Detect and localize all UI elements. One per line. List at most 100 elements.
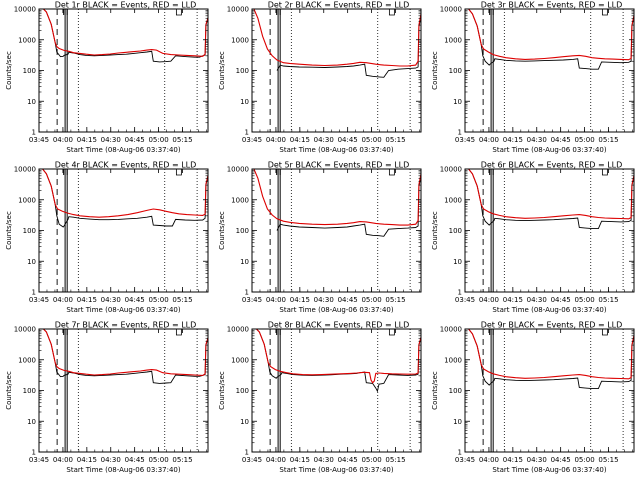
- y-tick-label: 10: [27, 418, 36, 426]
- x-tick-label: 05:15: [385, 136, 405, 144]
- top-bracket-mark: [601, 9, 608, 16]
- y-tick-label: 10: [453, 258, 462, 266]
- x-tick-label: 05:00: [148, 296, 168, 304]
- x-tick-label: 04:45: [125, 136, 145, 144]
- x-tick-label: 05:00: [574, 136, 594, 144]
- events-series-line: [42, 9, 208, 63]
- y-tick-label: 10: [240, 258, 249, 266]
- top-bracket-mark: [175, 9, 182, 16]
- x-tick-label: 04:45: [551, 456, 571, 464]
- x-tick-label: 04:30: [314, 136, 334, 144]
- x-axis-label: Start Time (08-Aug-06 03:37:40): [492, 306, 606, 314]
- x-tick-label: 03:45: [242, 456, 262, 464]
- chart-panel-5: 1 10 100 1000 10000 03:45 04:00 04:15 04:30 04:45…: [218, 161, 422, 314]
- events-series-line: [276, 175, 421, 237]
- y-tick-label: 100: [236, 67, 249, 75]
- x-tick-label: 03:45: [29, 296, 49, 304]
- plot-area: [42, 329, 208, 452]
- x-tick-label: 04:00: [266, 296, 286, 304]
- y-tick-label: 10000: [440, 166, 462, 174]
- x-axis-label: Start Time (08-Aug-06 03:37:40): [66, 466, 180, 474]
- y-tick-label: 10000: [440, 326, 462, 334]
- x-tick-label: 03:45: [242, 136, 262, 144]
- y-tick-label: 1000: [231, 36, 249, 44]
- y-tick-label: 1000: [18, 36, 36, 44]
- y-tick-label: 1: [32, 289, 36, 297]
- y-tick-label: 10000: [14, 6, 36, 14]
- y-tick-label: 1000: [444, 356, 462, 364]
- y-tick-label: 1: [32, 129, 36, 137]
- y-tick-label: 10000: [227, 166, 249, 174]
- y-tick-label: 100: [23, 67, 36, 75]
- y-tick-label: 100: [449, 387, 462, 395]
- y-tick-label: 1: [245, 129, 249, 137]
- plot-area: [467, 329, 634, 452]
- y-axis-label: Counts/sec: [5, 371, 13, 410]
- x-tick-label: 05:15: [172, 136, 192, 144]
- axes-frame: [464, 8, 635, 133]
- x-tick-label: 04:00: [53, 136, 73, 144]
- events-series-line: [42, 329, 208, 384]
- chart-panel-2: 1 10 100 1000 10000 03:45 04:00 04:15 04:30 04:45…: [218, 1, 422, 154]
- x-axis-label: Start Time (08-Aug-06 03:37:40): [492, 466, 606, 474]
- top-bracket-mark: [601, 169, 608, 176]
- x-tick-label: 03:45: [29, 136, 49, 144]
- x-tick-label: 04:45: [125, 296, 145, 304]
- y-tick-label: 100: [236, 387, 249, 395]
- lld-series-line: [253, 9, 421, 67]
- y-axis-label: Counts/sec: [218, 51, 226, 90]
- x-tick-label: 04:15: [77, 136, 97, 144]
- x-tick-label: 04:45: [338, 296, 358, 304]
- y-tick-label: 10: [453, 418, 462, 426]
- chart-title: Det 1r BLACK = Events, RED = LLD: [55, 1, 197, 10]
- x-tick-label: 04:30: [101, 136, 121, 144]
- x-tick-label: 04:00: [53, 456, 73, 464]
- x-tick-label: 04:30: [527, 136, 547, 144]
- x-tick-label: 05:00: [148, 456, 168, 464]
- y-tick-label: 10000: [440, 6, 462, 14]
- y-axis-label: Counts/sec: [218, 211, 226, 250]
- chart-title: Det 8r BLACK = Events, RED = LLD: [268, 321, 410, 330]
- x-tick-label: 04:00: [479, 136, 499, 144]
- lld-series-line: [467, 329, 634, 380]
- x-tick-label: 05:15: [385, 456, 405, 464]
- chart-title: Det 2r BLACK = Events, RED = LLD: [268, 1, 410, 10]
- x-axis-label: Start Time (08-Aug-06 03:37:40): [279, 146, 393, 154]
- y-axis-label: Counts/sec: [5, 51, 13, 90]
- y-tick-label: 100: [449, 227, 462, 235]
- chart-panel-3: 1 10 100 1000 10000 03:45 04:00 04:15 04:30 04:45…: [431, 1, 635, 154]
- lld-series-line: [467, 9, 634, 61]
- y-tick-label: 10000: [227, 326, 249, 334]
- x-tick-label: 04:15: [503, 456, 523, 464]
- chart-panel-1: 1 10 100 1000 10000 03:45 04:00 04:15 04:30 04:45…: [5, 1, 209, 154]
- lld-series-line: [42, 9, 208, 57]
- x-tick-label: 04:00: [479, 456, 499, 464]
- x-tick-label: 04:45: [338, 136, 358, 144]
- chart-title: Det 7r BLACK = Events, RED = LLD: [55, 321, 197, 330]
- x-tick-label: 03:45: [242, 296, 262, 304]
- x-tick-label: 03:45: [455, 456, 475, 464]
- chart-title: Det 9r BLACK = Events, RED = LLD: [481, 321, 623, 330]
- x-tick-label: 04:30: [527, 296, 547, 304]
- x-tick-label: 04:30: [101, 296, 121, 304]
- x-tick-label: 04:30: [314, 296, 334, 304]
- top-bracket-mark: [388, 329, 395, 336]
- x-tick-label: 05:15: [598, 456, 618, 464]
- x-axis-label: Start Time (08-Aug-06 03:37:40): [279, 306, 393, 314]
- events-series-line: [255, 329, 421, 393]
- y-tick-label: 1000: [18, 356, 36, 364]
- axes-frame: [38, 168, 209, 293]
- y-tick-label: 1000: [444, 196, 462, 204]
- x-tick-label: 03:45: [29, 456, 49, 464]
- chart-title: Det 3r BLACK = Events, RED = LLD: [481, 1, 623, 10]
- y-axis-label: Counts/sec: [5, 211, 13, 250]
- y-tick-label: 100: [449, 67, 462, 75]
- x-tick-label: 04:15: [290, 136, 310, 144]
- x-tick-label: 04:45: [125, 456, 145, 464]
- x-tick-label: 05:00: [574, 456, 594, 464]
- lld-series-line: [255, 329, 421, 384]
- y-tick-label: 1000: [231, 356, 249, 364]
- x-tick-label: 05:00: [574, 296, 594, 304]
- plot-area: [253, 169, 421, 292]
